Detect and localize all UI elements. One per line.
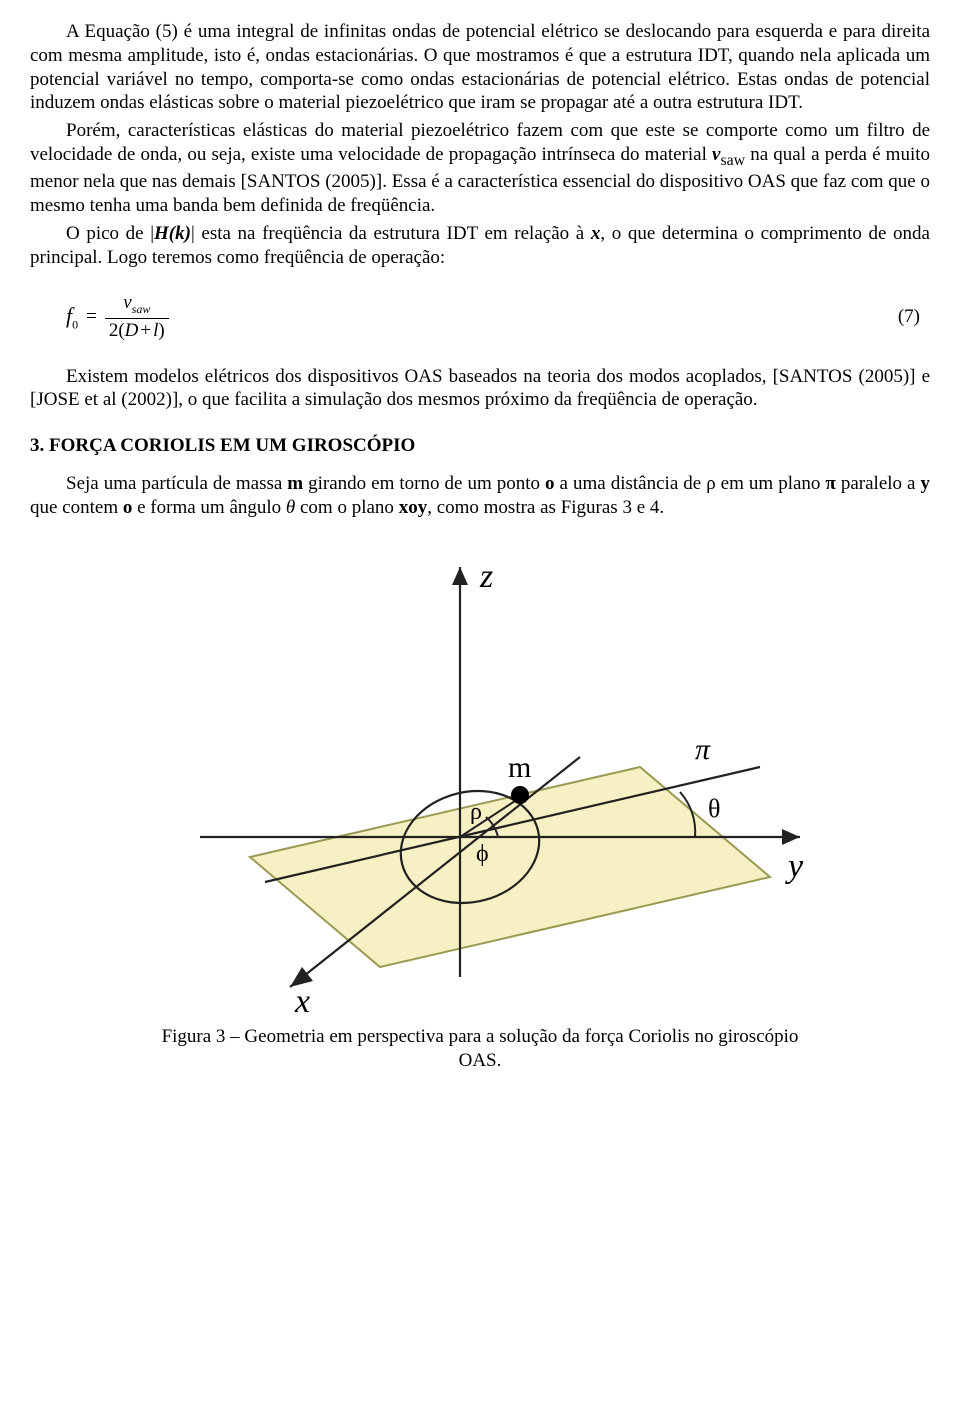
eq7-f: f0 (66, 302, 78, 332)
paragraph-5: Seja uma partícula de massa m girando em… (30, 472, 930, 520)
label-phi: ϕ (476, 841, 489, 867)
mass-dot (511, 786, 529, 804)
figure-3-caption: Figura 3 – Geometria em perspectiva para… (30, 1025, 930, 1073)
heading-3: 3. FORÇA CORIOLIS EM UM GIROSCÓPIO (30, 434, 930, 458)
y-arrowhead (782, 829, 800, 845)
label-pi: π (695, 733, 711, 766)
p5-xoy: xoy (399, 497, 428, 518)
p5-o1: o (545, 473, 555, 494)
label-z: z (479, 558, 493, 595)
label-y: y (785, 848, 804, 885)
p5-y: y (921, 473, 931, 494)
eq7-fraction: vsaw 2(D+l) (105, 293, 169, 340)
vsaw-symbol: vsaw (712, 144, 745, 165)
paragraph-4: Existem modelos elétricos dos dispositiv… (30, 365, 930, 413)
label-rho: ρ (470, 799, 482, 825)
paragraph-3: O pico de |H(k)| esta na freqüência da e… (30, 222, 930, 270)
x-symbol: x (591, 223, 601, 244)
label-theta: θ (708, 794, 720, 823)
figure-3-diagram: z y x m π θ ρ ϕ (120, 537, 840, 1017)
p5-m: m (287, 473, 303, 494)
eq7-number: (7) (898, 305, 930, 329)
z-arrowhead (452, 567, 468, 585)
p5-o2: o (123, 497, 133, 518)
paragraph-1: A Equação (5) é uma integral de infinita… (30, 20, 930, 115)
p5-theta: θ (286, 497, 295, 518)
equation-7: f0 = vsaw 2(D+l) (7) (66, 293, 930, 340)
p5-pi: π (825, 473, 835, 494)
label-x: x (294, 983, 310, 1017)
hk-symbol: H(k) (154, 223, 191, 244)
paragraph-2: Porém, características elásticas do mate… (30, 119, 930, 218)
label-m: m (508, 751, 531, 784)
